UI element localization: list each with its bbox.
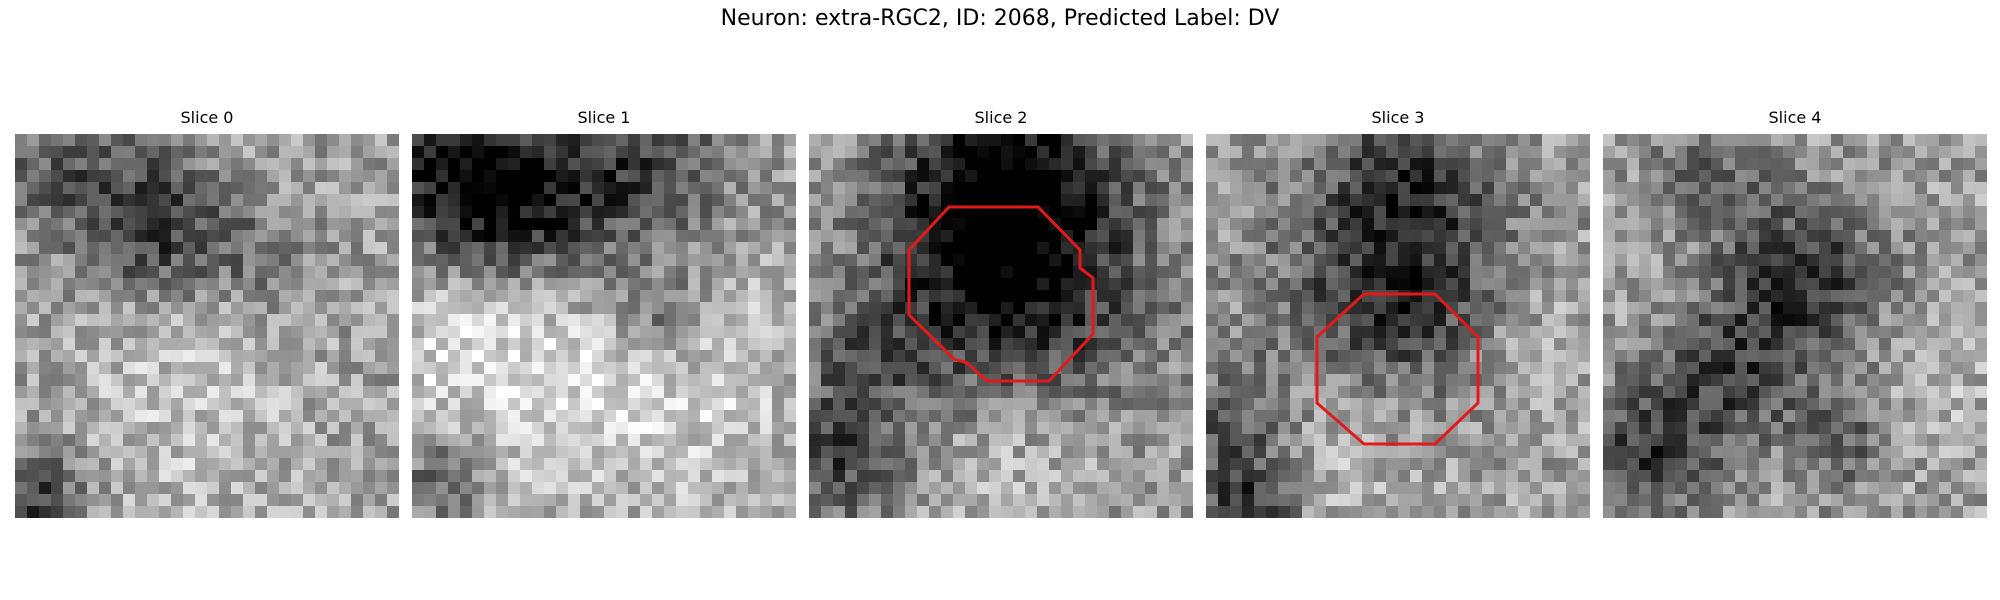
slice-2-label: Slice 2 — [974, 108, 1028, 127]
slice-3-label: Slice 3 — [1371, 108, 1425, 127]
slice-3-image — [1206, 134, 1590, 518]
figure-title: Neuron: extra-RGC2, ID: 2068, Predicted … — [720, 6, 1280, 31]
slice-0-image — [15, 134, 399, 518]
slice-1-label: Slice 1 — [577, 108, 631, 127]
slice-4-image — [1603, 134, 1987, 518]
slice-1-image — [412, 134, 796, 518]
slice-4-label: Slice 4 — [1768, 108, 1822, 127]
slice-2-image — [809, 134, 1193, 518]
slice-0-label: Slice 0 — [180, 108, 234, 127]
